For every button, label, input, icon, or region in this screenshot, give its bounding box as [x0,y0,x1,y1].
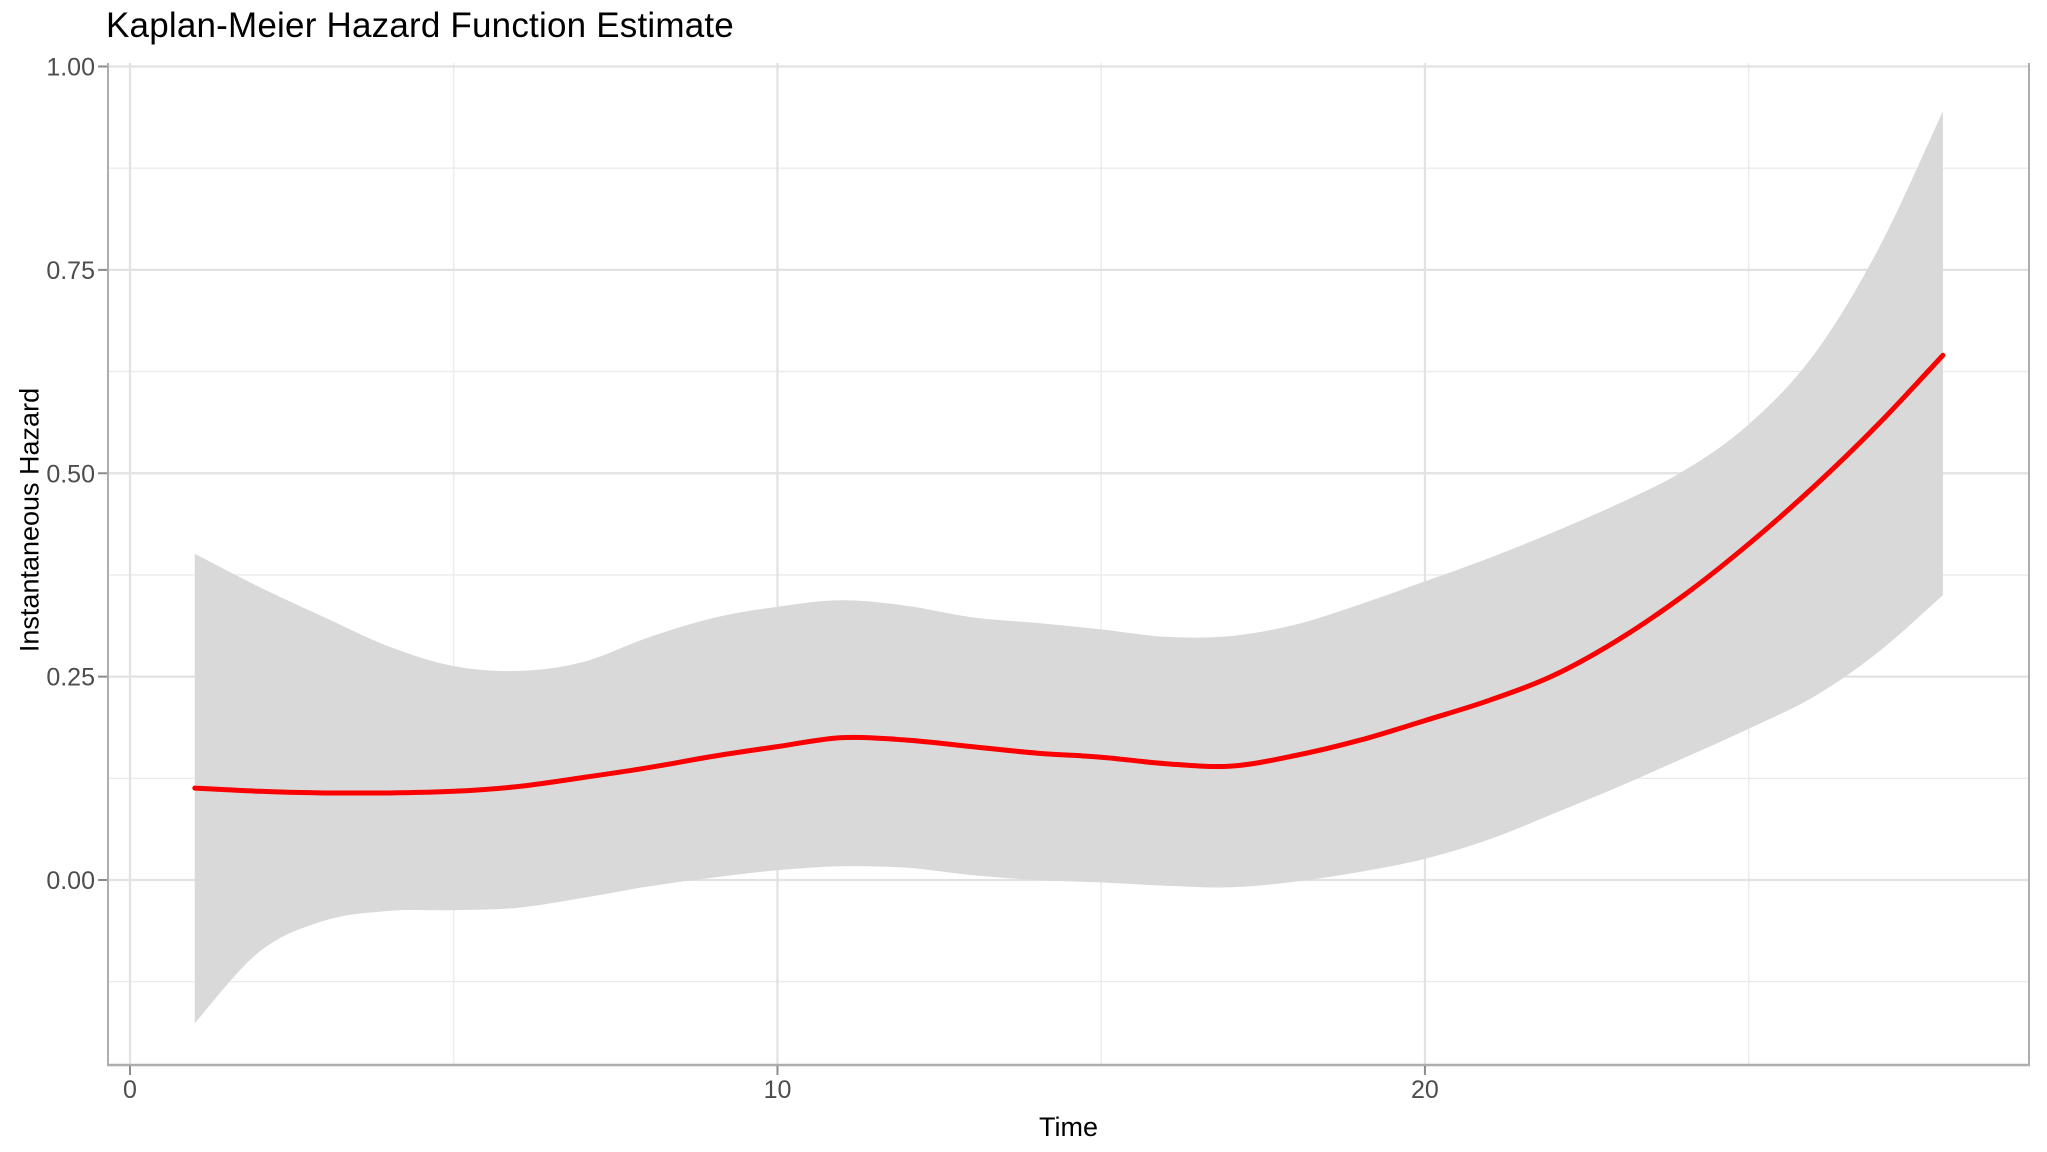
x-tick-label: 0 [123,1076,137,1104]
x-tick-label: 10 [764,1076,792,1104]
y-tick-label: 0.75 [46,257,95,285]
hazard-curve [192,352,1946,796]
plot-title: Kaplan-Meier Hazard Function Estimate [106,6,734,45]
y-tick-label: 1.00 [46,53,95,81]
y-axis-title: Instantaneous Hazard [14,387,45,653]
x-axis-title: Time [1039,1112,1098,1142]
x-tick-label: 20 [1411,1076,1439,1104]
confidence-band [194,111,1943,1024]
y-tick-label: 0.00 [46,867,95,895]
y-tick-label: 0.50 [46,460,95,488]
y-tick-label: 0.25 [46,664,95,692]
